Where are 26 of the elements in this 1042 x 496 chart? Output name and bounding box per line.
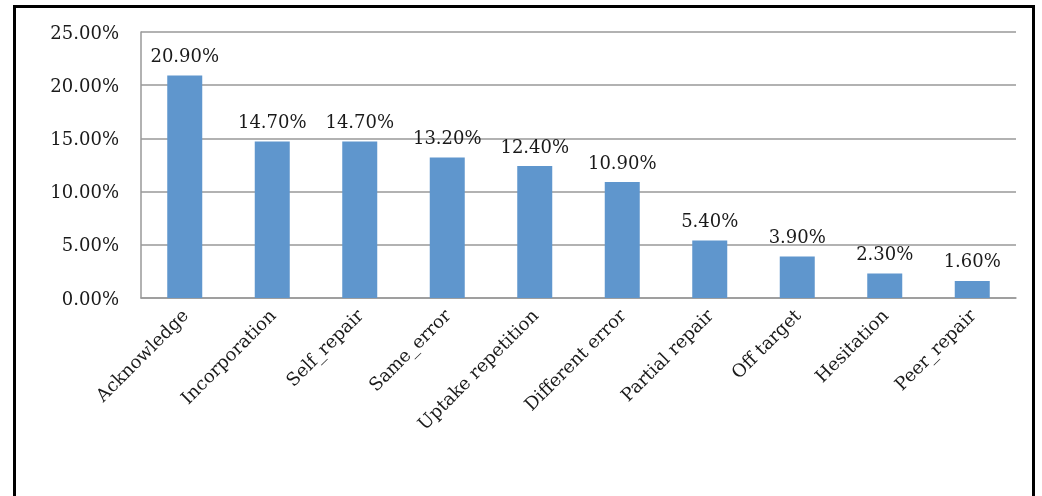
bar [692,240,728,298]
y-tick-label: 25.00% [50,21,119,43]
data-label: 5.40% [681,210,739,232]
data-label: 1.60% [943,250,1001,272]
bar [954,280,990,298]
data-label: 20.90% [150,45,220,67]
bar [167,75,203,298]
bar [342,141,378,298]
y-tick-label: 10.00% [50,181,119,203]
data-label: 13.20% [412,127,482,149]
y-tick-label: 15.00% [50,127,119,149]
bar [779,256,815,298]
y-tick-label: 0.00% [61,287,119,309]
bar [604,182,640,298]
y-tick-label: 5.00% [61,234,119,256]
bar [254,141,290,298]
data-label: 3.90% [768,226,826,247]
data-label: 14.70% [325,111,395,133]
bar [867,273,903,298]
y-tick-label: 20.00% [50,74,119,96]
data-label: 2.30% [856,243,914,265]
data-label: 12.40% [500,135,570,157]
data-label: 14.70% [237,111,307,133]
data-label: 10.90% [587,151,657,173]
bar [429,157,465,298]
bar [517,166,553,298]
